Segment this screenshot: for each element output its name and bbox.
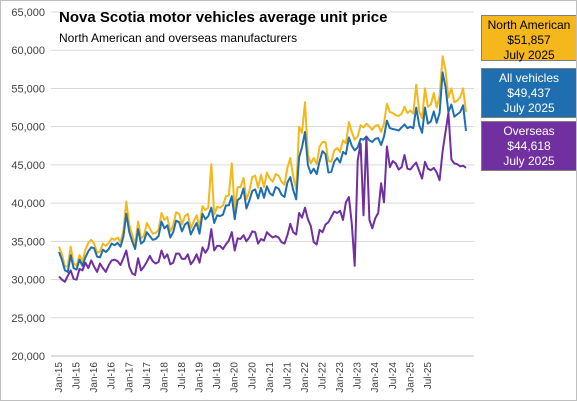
legend-all-vehicles-value: $49,437 (507, 86, 551, 100)
y-tick-label: 35,000 (11, 236, 45, 248)
x-tick-label: Jan-24 (370, 362, 381, 393)
x-tick-label: Jan-16 (89, 362, 100, 393)
y-tick-label: 20,000 (11, 351, 45, 363)
y-tick-label: 50,000 (11, 122, 45, 134)
series-line-all-vehicles (58, 71, 467, 273)
x-tick-label: Jul-25 (423, 362, 434, 390)
x-tick-label: Jul-21 (282, 362, 293, 390)
legend-overseas: Overseas $44,618 July 2025 (481, 121, 576, 171)
y-tick-label: 25,000 (11, 313, 45, 325)
x-tick-label: Jan-21 (265, 362, 276, 393)
chart-title: Nova Scotia motor vehicles average unit … (59, 9, 388, 26)
legend-north-american-value: $51,857 (507, 33, 551, 47)
legend-overseas-date: July 2025 (503, 154, 555, 168)
x-tick-label: Jan-22 (300, 362, 311, 393)
chart-subtitle: North American and overseas manufacturer… (59, 31, 298, 45)
legend-north-american-date: July 2025 (503, 48, 555, 62)
legend-overseas-value: $44,618 (507, 139, 551, 153)
legend-north-american: North American $51,857 July 2025 (481, 15, 576, 62)
y-tick-label: 65,000 (11, 7, 45, 19)
x-tick-label: Jul-24 (388, 362, 399, 390)
y-tick-label: 60,000 (11, 45, 45, 57)
x-tick-label: Jul-23 (353, 362, 364, 390)
x-tick-label: Jan-23 (335, 362, 346, 393)
y-tick-label: 40,000 (11, 198, 45, 210)
legend-all-vehicles-label: All vehicles (498, 71, 560, 85)
x-tick-label: Jul-19 (212, 362, 223, 390)
x-tick-label: Jan-17 (124, 362, 135, 393)
x-tick-label: Jan-19 (195, 362, 206, 393)
x-tick-label: Jan-20 (230, 362, 241, 393)
series-line-overseas (58, 111, 467, 283)
x-tick-label: Jul-22 (318, 362, 329, 390)
x-tick-label: Jul-15 (72, 362, 83, 390)
legend-all-vehicles: All vehicles $49,437 July 2025 (481, 68, 576, 118)
y-tick-label: 55,000 (11, 83, 45, 95)
y-tick-label: 45,000 (11, 160, 45, 172)
legend-all-vehicles-date: July 2025 (503, 101, 555, 115)
legend-north-american-label: North American (487, 18, 571, 32)
x-tick-label: Jul-18 (177, 362, 188, 390)
x-tick-label: Jan-25 (405, 362, 416, 393)
x-tick-label: Jul-17 (142, 362, 153, 390)
legend-overseas-label: Overseas (503, 124, 555, 138)
series-line-north-american (58, 55, 467, 268)
x-tick-label: Jan-15 (54, 362, 65, 393)
x-tick-label: Jul-16 (107, 362, 118, 390)
x-tick-label: Jul-20 (247, 362, 258, 390)
x-tick-label: Jan-18 (159, 362, 170, 393)
y-tick-label: 30,000 (11, 275, 45, 287)
